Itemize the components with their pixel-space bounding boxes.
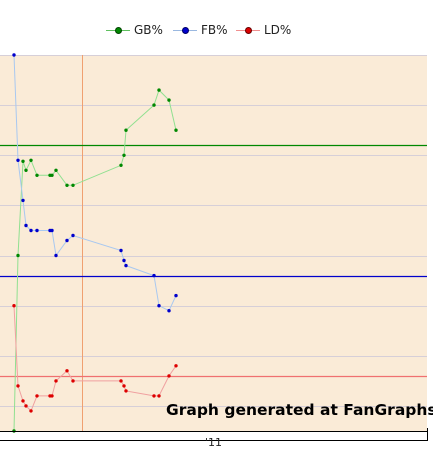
point-ld-1 [16, 384, 20, 388]
point-fb-8 [54, 253, 58, 258]
point-ld-17 [174, 364, 178, 368]
point-gb-16 [167, 98, 171, 102]
point-fb-11 [119, 248, 123, 253]
point-ld-16 [167, 374, 171, 378]
point-ld-9 [65, 369, 69, 373]
point-fb-13 [124, 263, 128, 268]
point-ld-8 [54, 379, 58, 383]
point-fb-5 [35, 228, 39, 233]
point-ld-4 [29, 409, 33, 413]
point-gb-11 [119, 163, 123, 167]
point-fb-16 [167, 309, 171, 313]
point-ld-2 [21, 399, 25, 403]
point-gb-12 [122, 153, 126, 157]
plot-background [0, 55, 427, 431]
point-fb-9 [65, 238, 69, 243]
legend-fb-swatch-icon [173, 24, 197, 36]
point-fb-7 [50, 228, 54, 233]
legend-item-ld: LD% [236, 20, 291, 40]
point-ld-3 [24, 404, 28, 408]
point-fb-2 [21, 198, 25, 203]
point-gb-8 [54, 168, 58, 172]
point-gb-5 [35, 173, 39, 177]
legend-item-gb: GB% [106, 20, 163, 40]
point-fb-12 [122, 258, 126, 263]
point-gb-2 [21, 159, 25, 163]
point-gb-1 [16, 253, 20, 258]
point-gb-10 [71, 183, 75, 187]
legend-gb-swatch-icon [106, 24, 130, 36]
legend-ld-label: LD% [264, 23, 292, 37]
legend-item-fb: FB% [173, 20, 228, 40]
legend-ld-swatch-icon [236, 24, 260, 36]
point-ld-10 [71, 379, 75, 383]
point-fb-10 [71, 233, 75, 238]
point-fb-3 [24, 223, 28, 228]
point-fb-14 [152, 273, 156, 278]
point-fb-17 [174, 293, 178, 298]
point-gb-7 [50, 173, 54, 177]
point-fb-1 [16, 158, 20, 162]
point-ld-13 [124, 389, 128, 393]
point-fb-15 [157, 304, 161, 308]
watermark-text: Graph generated at FanGraphs [166, 401, 433, 419]
point-ld-15 [157, 394, 161, 398]
point-gb-3 [24, 168, 28, 172]
point-gb-4 [29, 158, 33, 162]
point-gb-15 [157, 88, 161, 92]
chart-legend: GB% FB% LD% [0, 20, 433, 40]
point-ld-7 [50, 394, 54, 398]
point-ld-14 [152, 394, 156, 398]
point-fb-0 [12, 53, 16, 57]
point-gb-9 [65, 183, 69, 187]
point-ld-12 [122, 384, 126, 388]
point-fb-4 [29, 228, 33, 233]
point-ld-5 [35, 394, 39, 398]
point-gb-14 [152, 103, 156, 107]
point-gb-17 [174, 128, 178, 132]
legend-fb-label: FB% [201, 23, 228, 37]
x-tick-label: '11 [205, 436, 223, 449]
legend-gb-label: GB% [134, 23, 163, 37]
point-ld-11 [119, 379, 123, 383]
point-gb-13 [124, 128, 128, 132]
point-ld-0 [12, 304, 16, 308]
series-line-fb [13, 54, 177, 312]
